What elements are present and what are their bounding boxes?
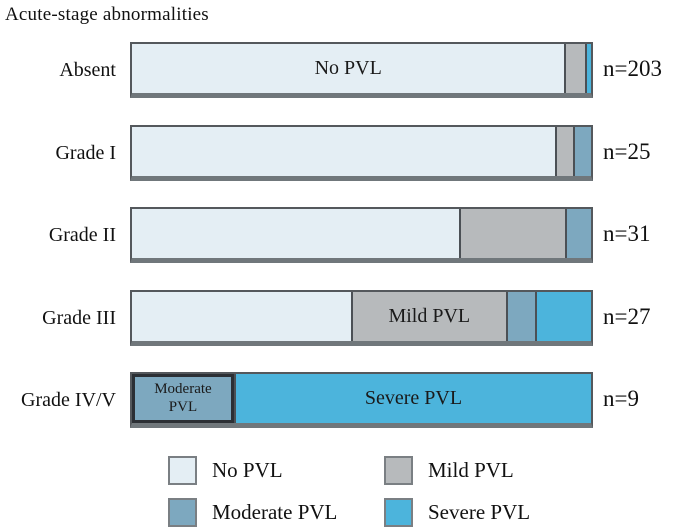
bar-segment-no-pvl: No PVL (132, 44, 565, 93)
stacked-bar (130, 125, 593, 181)
bar-segment-mild-pvl (555, 127, 574, 176)
segment-label: Moderate PVL (154, 381, 212, 415)
bar-segment-mild-pvl (564, 44, 586, 93)
bar-segment-no-pvl (132, 292, 351, 341)
row-category-label: Grade III (42, 307, 116, 329)
chart-row-grade-iv-v: Grade IV/V Moderate PVL Severe PVL n=9 (0, 372, 685, 428)
bar-segment-moderate-pvl (505, 292, 536, 341)
bar-segment-moderate-pvl: Moderate PVL (132, 374, 234, 423)
chart-row-absent: Absent No PVL n=203 (0, 42, 685, 98)
legend-item-moderate-pvl: Moderate PVL (168, 497, 384, 527)
row-n-label: n=9 (603, 386, 639, 411)
legend-swatch (384, 497, 413, 527)
legend-label: No PVL (212, 457, 283, 482)
bar-segment-severe-pvl (535, 292, 591, 341)
chart-legend: No PVL Mild PVL Moderate PVL Severe PVL (168, 449, 614, 531)
legend-swatch (384, 455, 413, 485)
segment-label: Mild PVL (388, 305, 471, 327)
bar-segment-moderate-pvl (565, 209, 591, 258)
legend-label: Severe PVL (428, 499, 531, 524)
chart-row-grade-ii: Grade II n=31 (0, 207, 685, 263)
chart-row-grade-iii: Grade III Mild PVL n=27 (0, 290, 685, 346)
segment-label: No PVL (314, 57, 382, 79)
bar-segment-no-pvl (132, 209, 460, 258)
bar-segment-mild-pvl: Mild PVL (350, 292, 506, 341)
segment-label: Severe PVL (364, 387, 463, 409)
legend-label: Mild PVL (428, 457, 514, 482)
row-n-label: n=31 (603, 221, 651, 246)
legend-swatch (168, 497, 197, 527)
stacked-bar: No PVL (130, 42, 593, 98)
chart-title: Acute-stage abnormalities (5, 4, 209, 25)
bar-segment-severe-pvl: Severe PVL (233, 374, 591, 423)
bar-segment-no-pvl (132, 127, 556, 176)
chart-row-grade-i: Grade I n=25 (0, 125, 685, 181)
row-n-label: n=27 (603, 304, 651, 329)
row-category-label: Grade I (55, 142, 116, 164)
row-n-label: n=203 (603, 56, 662, 81)
legend-item-severe-pvl: Severe PVL (384, 497, 614, 527)
legend-item-no-pvl: No PVL (168, 455, 384, 485)
row-category-label: Absent (59, 59, 116, 81)
row-category-label: Grade II (48, 224, 116, 246)
legend-item-mild-pvl: Mild PVL (384, 455, 614, 485)
legend-label: Moderate PVL (212, 499, 338, 524)
row-n-label: n=25 (603, 139, 651, 164)
legend-swatch (168, 455, 197, 485)
stacked-bar: Mild PVL (130, 290, 593, 346)
bar-segment-severe-pvl (585, 44, 591, 93)
bar-segment-moderate-pvl (573, 127, 591, 176)
stacked-bar: Moderate PVL Severe PVL (130, 372, 593, 428)
bar-segment-mild-pvl (459, 209, 566, 258)
stacked-bar (130, 207, 593, 263)
row-category-label: Grade IV/V (21, 389, 116, 411)
